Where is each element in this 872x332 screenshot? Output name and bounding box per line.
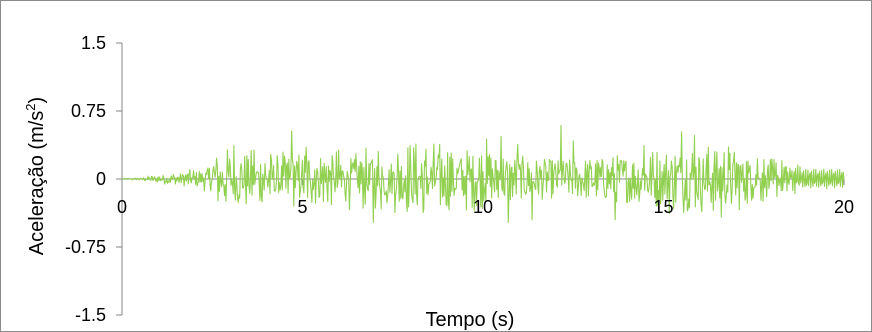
y-tick-label: 1.5 — [81, 33, 106, 53]
series-group — [121, 124, 845, 224]
tick-labels: 1.5 0.75 0 -0.75 -1.5 0 5 10 15 20 — [65, 33, 854, 325]
x-tick-label: 10 — [473, 197, 493, 217]
x-tick-label: 20 — [834, 197, 854, 217]
x-tick-label: 5 — [297, 197, 307, 217]
y-axis-title: Aceleração (m/s2) — [23, 97, 48, 255]
y-axis — [116, 42, 123, 316]
y-tick-label: -1.5 — [75, 305, 106, 325]
y-axis-title-close: ) — [26, 97, 48, 104]
y-axis-title-main: Aceleração (m/s — [26, 111, 48, 256]
y-tick-label: 0 — [96, 169, 106, 189]
y-tick-label: 0.75 — [71, 101, 106, 121]
y-axis-title-superscript: 2 — [23, 103, 38, 110]
x-tick-label: 15 — [653, 197, 673, 217]
acceleration-series-line — [121, 124, 845, 224]
x-axis-title: Tempo (s) — [426, 309, 515, 331]
x-tick-label: 0 — [117, 197, 127, 217]
y-tick-label: -0.75 — [65, 237, 106, 257]
